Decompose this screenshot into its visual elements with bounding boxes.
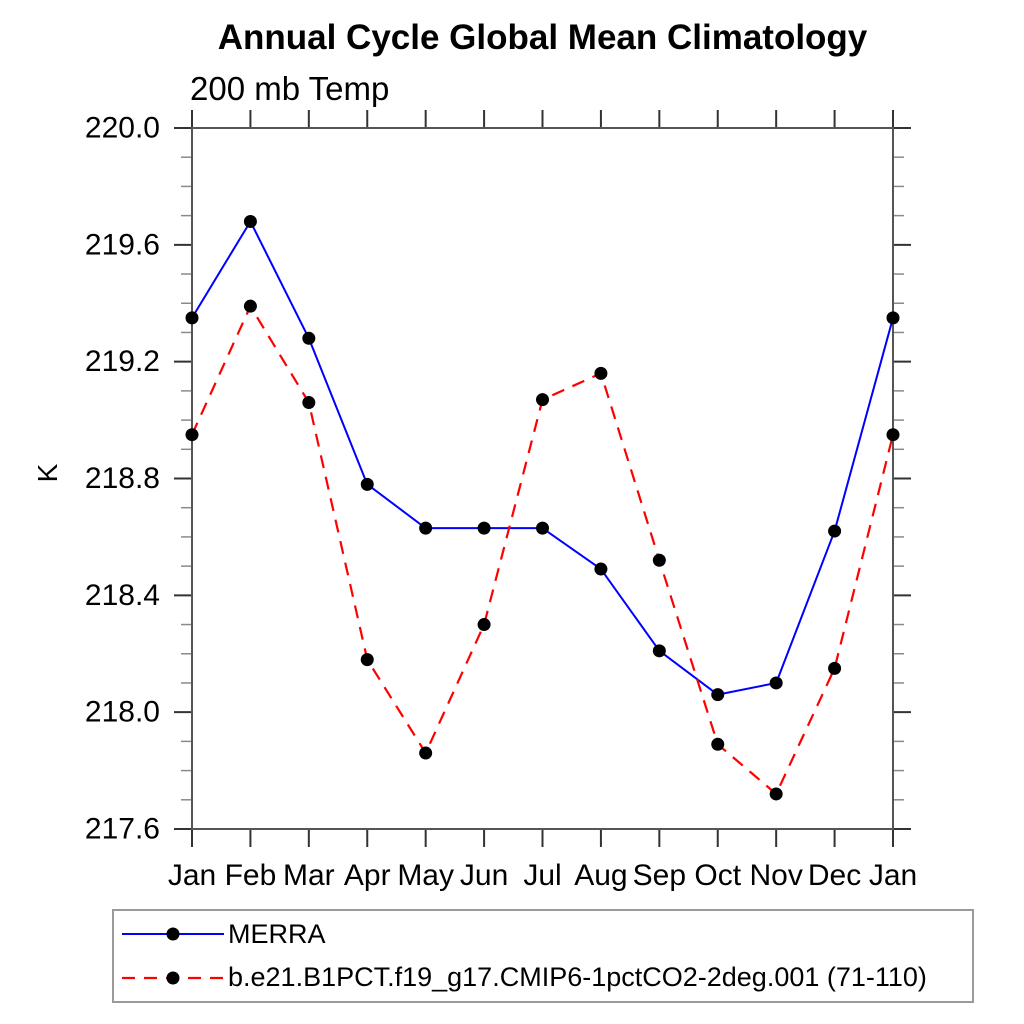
x-tick-label: Oct (694, 859, 741, 892)
x-tick-label: Sep (633, 859, 686, 892)
data-point-marker (419, 746, 433, 760)
y-tick-label: 219.2 (85, 345, 160, 378)
data-point-marker (769, 787, 783, 801)
x-tick-label: May (397, 859, 454, 892)
series-line-0 (191, 220, 894, 696)
data-point-marker (828, 524, 842, 538)
x-tick-label: Nov (749, 859, 802, 892)
data-point-marker (594, 366, 608, 380)
data-point-marker (419, 521, 433, 535)
x-tick-label: Jul (523, 859, 561, 892)
data-point-marker (652, 644, 666, 658)
series-line-1 (190, 305, 895, 796)
legend-item-model: b.e21.B1PCT.f19_g17.CMIP6-1pctCO2-2deg.0… (114, 958, 972, 998)
data-point-marker (711, 688, 725, 702)
y-tick-label: 220.0 (85, 112, 160, 145)
data-point-marker (302, 396, 316, 410)
legend-item-merra: MERRA (114, 914, 972, 954)
data-point-marker (594, 562, 608, 576)
data-point-marker (886, 311, 900, 325)
data-series (185, 214, 900, 801)
data-point-marker (769, 676, 783, 690)
x-tick-label: Jan (869, 859, 917, 892)
data-point-marker (711, 737, 725, 751)
y-tick-label: 218.8 (85, 462, 160, 495)
y-tick-label: 219.6 (85, 228, 160, 261)
data-point-marker (360, 653, 374, 667)
data-point-marker (477, 521, 491, 535)
data-point-marker (652, 553, 666, 567)
y-tick-label: 218.4 (85, 579, 160, 612)
data-point-marker (302, 331, 316, 345)
x-tick-label: Jun (460, 859, 508, 892)
chart-title: Annual Cycle Global Mean Climatology (217, 18, 868, 57)
chart-subtitle: 200 mb Temp (190, 70, 390, 107)
data-point-marker (536, 521, 549, 535)
legend-label-merra: MERRA (228, 918, 326, 949)
x-tick-label: Mar (283, 859, 335, 892)
data-point-marker (536, 393, 549, 407)
axis-box (191, 127, 894, 830)
data-point-marker (886, 428, 900, 442)
data-point-marker (243, 299, 257, 313)
axis-ticks (174, 110, 911, 847)
x-tick-label: Aug (574, 859, 627, 892)
legend-line-dashed-icon (122, 971, 224, 985)
x-tick-label: Dec (808, 859, 861, 892)
y-axis-label: K (32, 463, 63, 482)
data-point-marker (185, 311, 199, 325)
legend-line-solid-icon (122, 927, 224, 941)
y-tick-label: 218.0 (85, 696, 160, 729)
data-point-marker (243, 214, 257, 228)
x-tick-label: Feb (225, 859, 277, 892)
data-point-marker (360, 477, 374, 491)
data-point-marker (477, 618, 491, 632)
x-tick-label: Jan (168, 859, 216, 892)
data-point-marker (828, 661, 842, 675)
legend-box: MERRA b.e21.B1PCT.f19_g17.CMIP6-1pctCO2-… (112, 909, 974, 1003)
y-tick-label: 217.6 (85, 813, 160, 846)
legend-label-model: b.e21.B1PCT.f19_g17.CMIP6-1pctCO2-2deg.0… (228, 962, 927, 993)
x-tick-label: Apr (344, 859, 391, 892)
data-point-marker (185, 428, 199, 442)
